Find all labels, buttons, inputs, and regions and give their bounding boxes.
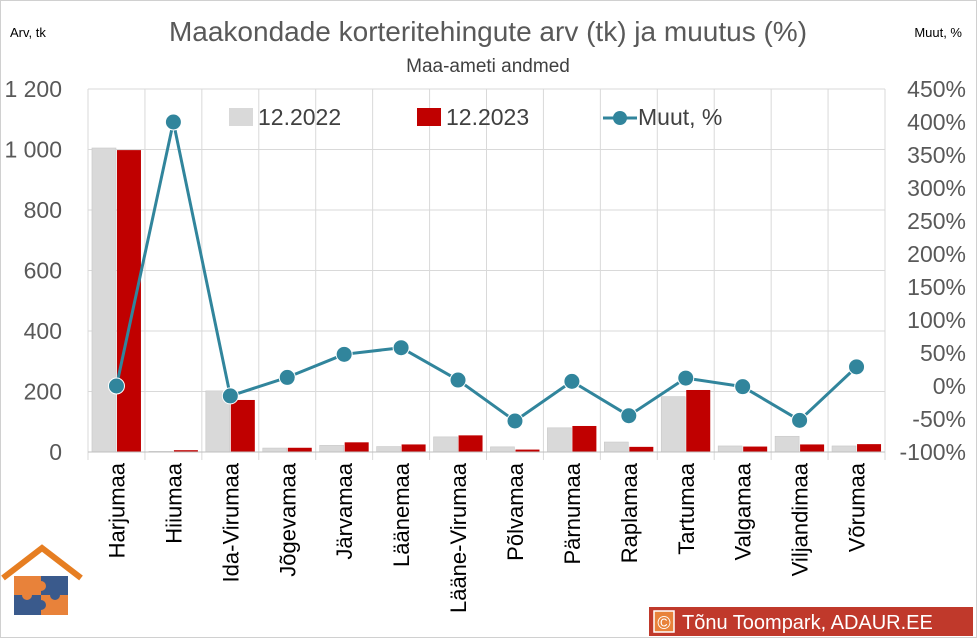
change-point [335,345,353,363]
change-point [620,407,638,425]
left-tick-label: 400 [24,318,62,344]
legend: 12.2022 12.2023 Muut, % [229,104,722,130]
bar-2022 [490,446,515,453]
right-tick-label: -100% [900,439,966,465]
category-label: Lääne-Virumaa [446,462,471,613]
change-point [221,387,239,405]
bar-2023 [116,150,141,453]
left-tick-label: 200 [24,379,62,405]
left-tick-label: 0 [49,439,62,465]
bar-2023 [230,399,255,452]
category-labels: Harjumaa Hiiumaa Ida-Virumaa Jõgevamaa Järva… [104,462,869,613]
right-tick-label: 50% [920,340,966,366]
right-tick-label: 400% [907,109,966,135]
category-label: Jõgevamaa [275,462,300,577]
category-label: Tartumaa [674,462,699,554]
category-label: Ida-Virumaa [218,462,243,582]
right-tick-label: 350% [907,142,966,168]
bar-2023 [800,444,825,452]
credit-text: Tõnu Toompark, ADAUR.EE [682,612,933,634]
bar-2022 [262,447,288,453]
category-label: Viljandimaa [788,462,813,576]
bar-2022 [717,445,743,453]
bar-2022 [660,396,686,453]
gridlines [87,88,886,460]
category-label: Harjumaa [104,462,129,558]
change-point [164,113,182,131]
credit-box: © Tõnu Toompark, ADAUR.EE [649,607,973,636]
chart-subtitle: Maa-ameti andmed [406,56,570,77]
category-label: Läänemaa [389,462,414,567]
category-label: Võrumaa [845,462,870,552]
right-axis-ticks: -100% -50% 0% 50% 100% 150% 200% 250% 300% 350% 40… [900,76,966,465]
change-point [734,378,752,396]
logo-house-puzzle-icon [1,544,83,615]
copyright-badge [653,610,675,633]
bar-2023 [287,447,312,452]
bar-2022 [831,445,857,453]
right-axis-label: Muut, % [914,25,962,40]
change-point [449,371,467,389]
right-tick-label: 450% [907,76,966,102]
bar-2023 [344,442,369,452]
bar-2022 [376,446,401,453]
chart-title: Maakondade korteritehingute arv (tk) ja … [169,16,807,47]
right-tick-label: 0% [933,373,966,399]
category-label: Põlvamaa [503,462,528,561]
right-tick-label: 100% [907,307,966,333]
bar-2023 [629,446,654,452]
bar-2022 [547,427,572,453]
legend-label-2023: 12.2023 [446,104,529,130]
left-axis-label: Arv, tk [10,25,46,40]
left-axis-ticks: 0 200 400 600 800 1 000 1 200 [4,76,62,465]
left-tick-label: 1 000 [4,137,62,163]
change-point [563,372,581,390]
bar-2023 [743,446,768,452]
right-tick-label: -50% [912,406,966,432]
category-label: Hiiumaa [161,462,186,543]
legend-label-change: Muut, % [638,104,722,130]
left-tick-label: 1 200 [4,76,62,102]
change-series-line [114,120,858,423]
left-tick-label: 600 [24,258,62,284]
right-tick-label: 200% [907,241,966,267]
change-point [278,368,296,386]
change-point [392,339,410,357]
change-point [791,411,809,429]
copyright-symbol: © [657,613,670,633]
category-label: Järvamaa [332,462,357,559]
category-label: Pärnumaa [560,462,585,564]
change-point [848,358,866,376]
change-point [506,412,524,430]
bar-2023 [173,450,198,452]
legend-label-2022: 12.2022 [258,104,341,130]
bar-2022 [433,436,458,453]
change-point [677,369,695,387]
bar-2023 [686,389,711,452]
category-label: Valgamaa [731,462,756,560]
right-tick-label: 250% [907,208,966,234]
right-tick-label: 150% [907,274,966,300]
bar-2022 [774,435,800,453]
bar-2023 [515,449,540,452]
bar-2022 [319,445,344,453]
legend-swatch-2022 [229,108,253,126]
change-point [107,377,125,395]
bar-2022 [604,441,629,453]
bar-2023 [572,425,597,452]
bars [91,147,882,453]
right-tick-label: 300% [907,175,966,201]
bar-2023 [458,435,483,452]
left-tick-label: 800 [24,197,62,223]
legend-marker-change [613,111,627,125]
category-label: Raplamaa [617,462,642,563]
change-line [107,113,866,430]
bar-2023 [857,444,882,452]
bar-2023 [401,444,426,452]
credit-background [649,607,973,636]
bar-2022 [91,147,117,453]
legend-swatch-2023 [417,108,441,126]
